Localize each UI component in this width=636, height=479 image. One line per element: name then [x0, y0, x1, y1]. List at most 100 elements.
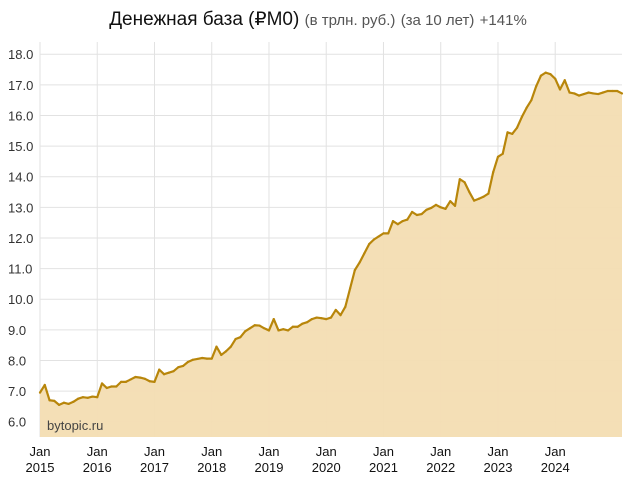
data-point — [587, 91, 590, 94]
x-tick-month: Jan — [258, 444, 279, 459]
data-point — [215, 345, 218, 348]
data-point — [606, 89, 609, 93]
x-tick-month: Jan — [316, 444, 337, 459]
data-point — [267, 329, 271, 332]
data-point — [291, 325, 294, 328]
data-point — [358, 261, 361, 264]
data-point — [253, 324, 256, 327]
data-point — [573, 92, 576, 95]
y-tick-label: 12.0 — [8, 231, 33, 246]
data-point — [263, 327, 266, 330]
data-point — [134, 375, 137, 379]
x-tick-year: 2018 — [197, 460, 226, 475]
data-point — [143, 377, 147, 380]
data-point — [325, 318, 328, 321]
data-point — [67, 402, 70, 406]
data-point — [368, 242, 371, 246]
x-tick-month: Jan — [373, 444, 394, 459]
data-point — [353, 269, 356, 272]
data-point — [592, 92, 595, 95]
data-point — [248, 327, 252, 330]
data-point — [401, 220, 404, 223]
data-point — [105, 386, 108, 390]
data-point — [315, 316, 318, 319]
data-point — [167, 371, 170, 374]
data-point — [406, 218, 409, 221]
data-point — [38, 391, 42, 394]
data-point — [477, 197, 480, 200]
title-unit: (в трлн. руб.) — [304, 12, 396, 29]
data-point — [205, 357, 209, 360]
data-point — [320, 317, 323, 320]
data-point — [344, 305, 347, 308]
data-point — [549, 73, 552, 76]
data-point — [377, 235, 380, 238]
data-point — [296, 325, 299, 328]
y-tick-label: 14.0 — [8, 170, 33, 185]
data-point — [525, 106, 528, 109]
y-tick-label: 16.0 — [8, 108, 33, 123]
data-point — [100, 382, 104, 385]
data-point — [224, 350, 228, 353]
data-point — [72, 400, 75, 403]
x-tick-month: Jan — [30, 444, 51, 459]
x-tick-month: Jan — [201, 444, 222, 459]
data-point — [158, 368, 161, 371]
data-point — [239, 336, 242, 339]
x-tick-year: 2015 — [26, 460, 55, 475]
data-point — [110, 385, 113, 388]
data-point — [258, 324, 261, 327]
data-point — [515, 126, 519, 129]
data-point — [453, 204, 457, 207]
data-point — [172, 370, 175, 373]
title-main: Денежная база (₽M0) — [109, 9, 300, 30]
data-point — [282, 328, 285, 331]
data-point — [430, 206, 433, 210]
data-point — [468, 190, 471, 194]
data-point — [363, 252, 366, 255]
data-point — [115, 385, 118, 388]
data-point — [339, 314, 342, 317]
data-point — [220, 353, 223, 357]
y-tick-label: 18.0 — [8, 47, 33, 62]
data-point — [415, 213, 418, 217]
data-point — [191, 358, 194, 361]
y-tick-label: 6.0 — [8, 415, 26, 430]
data-point — [162, 373, 166, 376]
data-point — [449, 200, 452, 203]
data-point — [48, 399, 51, 402]
data-point — [177, 366, 180, 369]
data-point — [81, 396, 85, 399]
y-tick-label: 10.0 — [8, 292, 33, 307]
data-point — [229, 345, 232, 348]
y-axis-ticks: 6.0 7.0 8.0 9.0 10.0 11.0 12.0 13.0 14.0 15.0 16.0… — [8, 47, 33, 429]
data-point — [186, 360, 189, 364]
data-point — [601, 91, 605, 94]
data-point — [148, 380, 151, 383]
y-tick-label: 17.0 — [8, 78, 33, 93]
data-point — [119, 380, 123, 383]
data-point — [568, 91, 571, 94]
watermark: bytopic.ru — [47, 418, 103, 433]
data-point — [329, 316, 333, 319]
y-tick-label: 9.0 — [8, 323, 26, 338]
data-point — [620, 92, 624, 95]
data-point — [310, 318, 314, 321]
data-point — [372, 238, 376, 241]
x-tick-month: Jan — [545, 444, 566, 459]
data-point — [563, 79, 566, 82]
data-point — [463, 181, 466, 184]
data-point — [196, 357, 199, 361]
data-point — [234, 337, 237, 341]
data-point — [62, 401, 65, 404]
data-point — [420, 212, 423, 216]
area-fill — [40, 72, 622, 438]
data-point — [544, 71, 547, 74]
data-point — [434, 203, 438, 206]
data-point — [530, 99, 533, 102]
x-tick-year: 2019 — [255, 460, 284, 475]
data-point — [520, 115, 523, 119]
data-point — [53, 399, 56, 402]
x-tick-year: 2016 — [83, 460, 112, 475]
